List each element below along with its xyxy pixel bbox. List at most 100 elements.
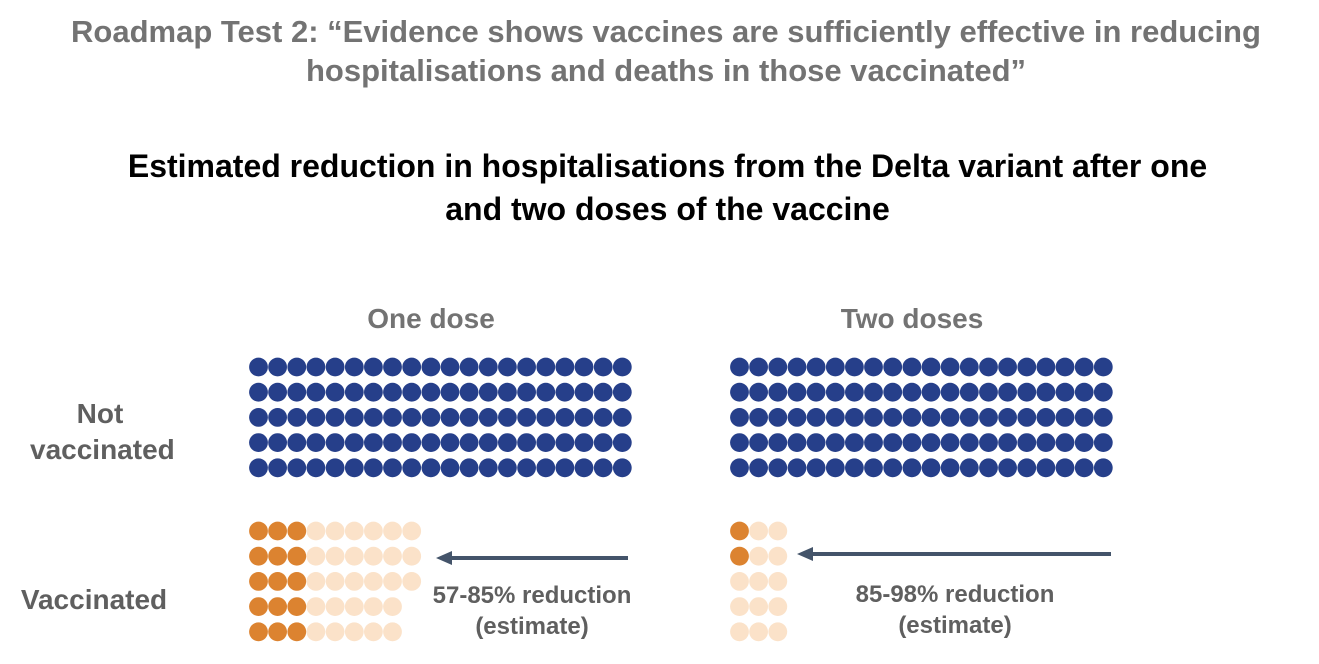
- dot-not-vaccinated: [825, 408, 845, 427]
- arrow-left-icon: [436, 551, 452, 565]
- dot-not-vaccinated: [998, 433, 1017, 452]
- dot-vaccinated-prevented: [344, 546, 364, 566]
- dot-not-vaccinated: [517, 382, 536, 402]
- dot-not-vaccinated: [940, 382, 960, 402]
- dot-not-vaccinated: [1055, 458, 1075, 478]
- dot-not-vaccinated: [306, 382, 326, 402]
- dot-not-vaccinated: [902, 408, 922, 427]
- dot-not-vaccinated: [383, 382, 402, 402]
- dot-not-vaccinated: [730, 458, 749, 478]
- dot-not-vaccinated: [325, 458, 345, 478]
- dot-vaccinated-prevented: [749, 546, 768, 566]
- dot-not-vaccinated: [998, 357, 1017, 377]
- dot-not-vaccinated: [306, 433, 326, 452]
- dot-not-vaccinated: [1093, 408, 1113, 427]
- dot-not-vaccinated: [787, 382, 807, 402]
- dot-vaccinated-prevented: [402, 572, 422, 591]
- dot-not-vaccinated: [440, 433, 460, 452]
- dot-not-vaccinated: [883, 408, 903, 427]
- dot-not-vaccinated: [1093, 458, 1113, 478]
- dot-not-vaccinated: [364, 433, 383, 452]
- reduction-text-two-doses: 85-98% reduction: [855, 581, 1055, 608]
- dot-not-vaccinated: [478, 433, 498, 452]
- dot-vaccinated-prevented: [768, 597, 788, 616]
- dot-vaccinated-prevented: [306, 572, 326, 591]
- dot-not-vaccinated: [1036, 408, 1056, 427]
- dot-not-vaccinated: [883, 433, 903, 452]
- dot-not-vaccinated: [555, 433, 575, 452]
- dot-not-vaccinated: [825, 433, 845, 452]
- dot-vaccinated-prevented: [306, 622, 326, 642]
- dot-not-vaccinated: [344, 357, 364, 377]
- dot-not-vaccinated: [536, 382, 556, 402]
- dot-vaccinated-hospitalised: [268, 622, 287, 642]
- dot-not-vaccinated: [421, 433, 441, 452]
- dot-not-vaccinated: [749, 382, 768, 402]
- dot-not-vaccinated: [1093, 357, 1113, 377]
- dot-vaccinated-prevented: [402, 546, 422, 566]
- dot-not-vaccinated: [806, 357, 826, 377]
- dot-not-vaccinated: [1017, 458, 1037, 478]
- dot-not-vaccinated: [421, 408, 441, 427]
- dot-vaccinated-prevented: [325, 546, 345, 566]
- dot-not-vaccinated: [249, 357, 268, 377]
- dot-vaccinated-hospitalised: [249, 572, 268, 591]
- dot-not-vaccinated: [612, 382, 632, 402]
- dot-not-vaccinated: [845, 408, 864, 427]
- dot-not-vaccinated: [998, 408, 1017, 427]
- dot-not-vaccinated: [325, 357, 345, 377]
- dot-vaccinated-prevented: [730, 572, 749, 591]
- dot-not-vaccinated: [998, 382, 1017, 402]
- dot-not-vaccinated: [1036, 357, 1056, 377]
- dot-vaccinated-hospitalised: [249, 521, 268, 541]
- row-label-not-vaccinated-text: Not vaccinated: [30, 398, 175, 465]
- dot-not-vaccinated: [593, 408, 613, 427]
- dot-vaccinated-prevented: [306, 597, 326, 616]
- dot-vaccinated-prevented: [749, 521, 768, 541]
- dot-not-vaccinated: [730, 357, 749, 377]
- dot-not-vaccinated: [344, 382, 364, 402]
- dot-not-vaccinated: [864, 458, 883, 478]
- dot-vaccinated-prevented: [306, 546, 326, 566]
- dot-not-vaccinated: [825, 382, 845, 402]
- supertitle: Roadmap Test 2: “Evidence shows vaccines…: [0, 12, 1319, 90]
- dot-not-vaccinated: [612, 357, 632, 377]
- dot-vaccinated-hospitalised: [287, 572, 307, 591]
- dot-vaccinated-prevented: [749, 572, 768, 591]
- dot-not-vaccinated: [1074, 382, 1094, 402]
- dot-not-vaccinated: [364, 382, 383, 402]
- dot-not-vaccinated: [498, 382, 517, 402]
- dot-vaccinated-prevented: [344, 597, 364, 616]
- dot-not-vaccinated: [249, 382, 268, 402]
- dot-not-vaccinated: [402, 382, 422, 402]
- dot-vaccinated-prevented: [306, 521, 326, 541]
- dot-vaccinated-prevented: [768, 521, 788, 541]
- dot-not-vaccinated: [845, 357, 864, 377]
- dot-not-vaccinated: [421, 458, 441, 478]
- dot-not-vaccinated: [268, 408, 287, 427]
- dot-not-vaccinated: [1074, 357, 1094, 377]
- dot-not-vaccinated: [749, 458, 768, 478]
- dot-vaccinated-prevented: [344, 622, 364, 642]
- dot-vaccinated-prevented: [768, 572, 788, 591]
- dot-vaccinated-hospitalised: [268, 597, 287, 616]
- dot-not-vaccinated: [921, 357, 941, 377]
- dot-vaccinated-hospitalised: [268, 521, 287, 541]
- reduction-note-one-dose: (estimate): [475, 613, 589, 640]
- dot-not-vaccinated: [249, 408, 268, 427]
- dot-not-vaccinated: [249, 458, 268, 478]
- dot-vaccinated-prevented: [383, 572, 402, 591]
- chart-title-line-1: Estimated reduction in hospitalisations …: [127, 148, 1208, 184]
- dot-not-vaccinated: [1036, 458, 1056, 478]
- dot-not-vaccinated: [440, 382, 460, 402]
- dot-not-vaccinated: [1017, 433, 1037, 452]
- dot-not-vaccinated: [478, 458, 498, 478]
- dot-not-vaccinated: [768, 458, 788, 478]
- dot-not-vaccinated: [459, 408, 479, 427]
- dot-vaccinated-prevented: [383, 521, 402, 541]
- dot-not-vaccinated: [768, 382, 788, 402]
- chart-title: Estimated reduction in hospitalisations …: [0, 145, 1319, 231]
- dot-not-vaccinated: [921, 382, 941, 402]
- reduction-label-one-dose: 57-85% reduction (estimate): [382, 580, 682, 642]
